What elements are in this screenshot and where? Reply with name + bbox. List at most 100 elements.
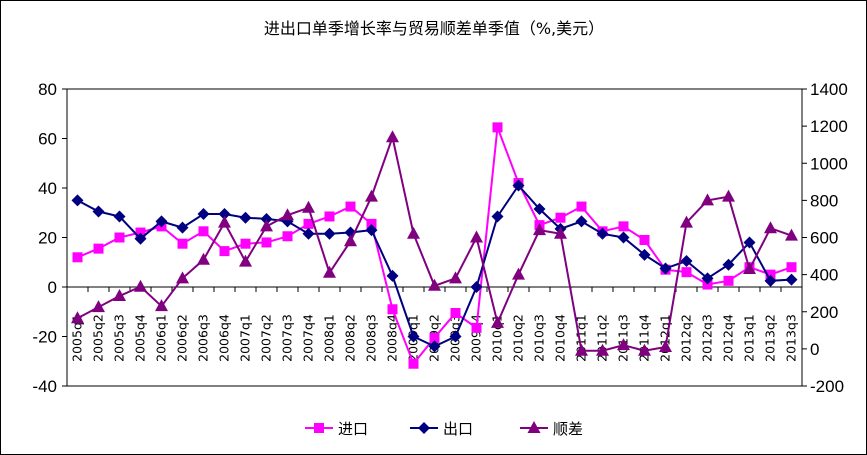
data-point-3 <box>554 226 567 239</box>
data-point-1 <box>786 262 797 273</box>
data-point-3 <box>281 208 294 221</box>
data-point-2 <box>113 210 126 223</box>
legend-label: 出口 <box>443 420 473 438</box>
x-tick-label: 2013q2 <box>763 314 778 362</box>
data-point-1 <box>261 237 272 248</box>
data-point-2 <box>197 207 210 220</box>
legend-marker <box>527 421 541 433</box>
data-point-3 <box>743 262 756 275</box>
data-point-3 <box>575 343 588 356</box>
data-point-3 <box>302 200 315 213</box>
data-point-1 <box>114 232 125 243</box>
data-point-1 <box>324 211 335 222</box>
x-tick-label: 2008q3 <box>364 314 379 362</box>
y-right-tick-label: 1200 <box>810 117 848 136</box>
data-point-3 <box>197 252 210 265</box>
data-point-3 <box>365 189 378 202</box>
data-point-2 <box>386 269 399 282</box>
data-point-1 <box>93 243 104 254</box>
x-tick-label: 2010q2 <box>511 314 526 362</box>
y-left-tick-label: 60 <box>38 130 57 149</box>
x-tick-label: 2006q3 <box>196 314 211 362</box>
data-point-1 <box>492 122 503 133</box>
data-point-3 <box>176 271 189 284</box>
y-left-tick-label: 40 <box>38 179 57 198</box>
x-tick-label: 2013q3 <box>784 314 799 362</box>
chart-title: 进出口单季增长率与贸易顺差单季值（%,美元） <box>264 19 604 38</box>
y-left-tick-label: 20 <box>38 229 57 248</box>
data-point-1 <box>282 231 293 242</box>
data-point-1 <box>219 246 230 257</box>
data-point-3 <box>680 215 693 228</box>
data-point-2 <box>155 215 168 228</box>
x-tick-label: 2012q4 <box>721 314 736 362</box>
data-point-2 <box>449 330 462 343</box>
y-left-tick-label: -40 <box>32 377 57 396</box>
data-point-2 <box>491 210 504 223</box>
x-tick-label: 2010q3 <box>532 314 547 362</box>
x-tick-label: 2007q3 <box>280 314 295 362</box>
data-point-1 <box>240 238 251 249</box>
data-point-3 <box>344 234 357 247</box>
data-point-1 <box>765 269 776 280</box>
data-point-1 <box>135 227 146 238</box>
data-point-2 <box>323 227 336 240</box>
data-point-1 <box>408 358 419 369</box>
data-point-3 <box>722 189 735 202</box>
data-point-2 <box>365 224 378 237</box>
x-tick-label: 2006q2 <box>175 314 190 362</box>
legend: 进口 出口 顺差 <box>305 420 583 438</box>
data-point-2 <box>302 227 315 240</box>
data-point-2 <box>638 248 651 261</box>
data-point-1 <box>723 275 734 286</box>
x-tick-label: 2008q4 <box>385 314 400 362</box>
x-tick-label: 2009q4 <box>469 314 484 362</box>
data-point-1 <box>450 307 461 318</box>
y-right-tick-label: 400 <box>810 266 838 285</box>
data-point-2 <box>785 273 798 286</box>
data-point-2 <box>596 227 609 240</box>
data-point-3 <box>533 223 546 236</box>
data-point-3 <box>785 228 798 241</box>
x-tick-label: 2007q4 <box>301 314 316 362</box>
data-point-2 <box>260 212 273 225</box>
y-right-tick-label: 1400 <box>810 80 848 99</box>
data-point-2 <box>722 258 735 271</box>
data-point-2 <box>92 205 105 218</box>
data-point-3 <box>659 340 672 353</box>
data-point-3 <box>512 267 525 280</box>
data-point-3 <box>617 338 630 351</box>
legend-marker <box>314 423 324 433</box>
data-point-2 <box>533 203 546 216</box>
data-point-3 <box>239 254 252 267</box>
x-tick-label: 2007q1 <box>238 314 253 362</box>
data-point-3 <box>428 278 441 291</box>
legend-label: 顺差 <box>553 420 583 438</box>
data-point-2 <box>134 232 147 245</box>
x-tick-label: 2013q1 <box>742 314 757 362</box>
y-right-tick-label: 600 <box>810 229 838 248</box>
data-point-2 <box>428 340 441 353</box>
y-right-tick-label: 800 <box>810 191 838 210</box>
data-point-2 <box>680 255 693 268</box>
x-tick-label: 2008q1 <box>322 314 337 362</box>
y-left-tick-label: 80 <box>38 80 57 99</box>
data-point-2 <box>176 221 189 234</box>
x-tick-label: 2005q3 <box>112 314 127 362</box>
y-left-tick-label: 0 <box>48 278 57 297</box>
data-point-2 <box>743 236 756 249</box>
x-tick-label: 2005q4 <box>133 314 148 362</box>
data-point-3 <box>113 288 126 301</box>
data-point-1 <box>702 279 713 290</box>
data-point-3 <box>449 271 462 284</box>
x-tick-label: 2012q3 <box>700 314 715 362</box>
data-point-2 <box>659 262 672 275</box>
data-point-2 <box>575 215 588 228</box>
data-point-3 <box>218 215 231 228</box>
data-point-1 <box>387 304 398 315</box>
data-point-1 <box>345 201 356 212</box>
x-tick-label: 2012q2 <box>679 314 694 362</box>
data-point-1 <box>576 201 587 212</box>
